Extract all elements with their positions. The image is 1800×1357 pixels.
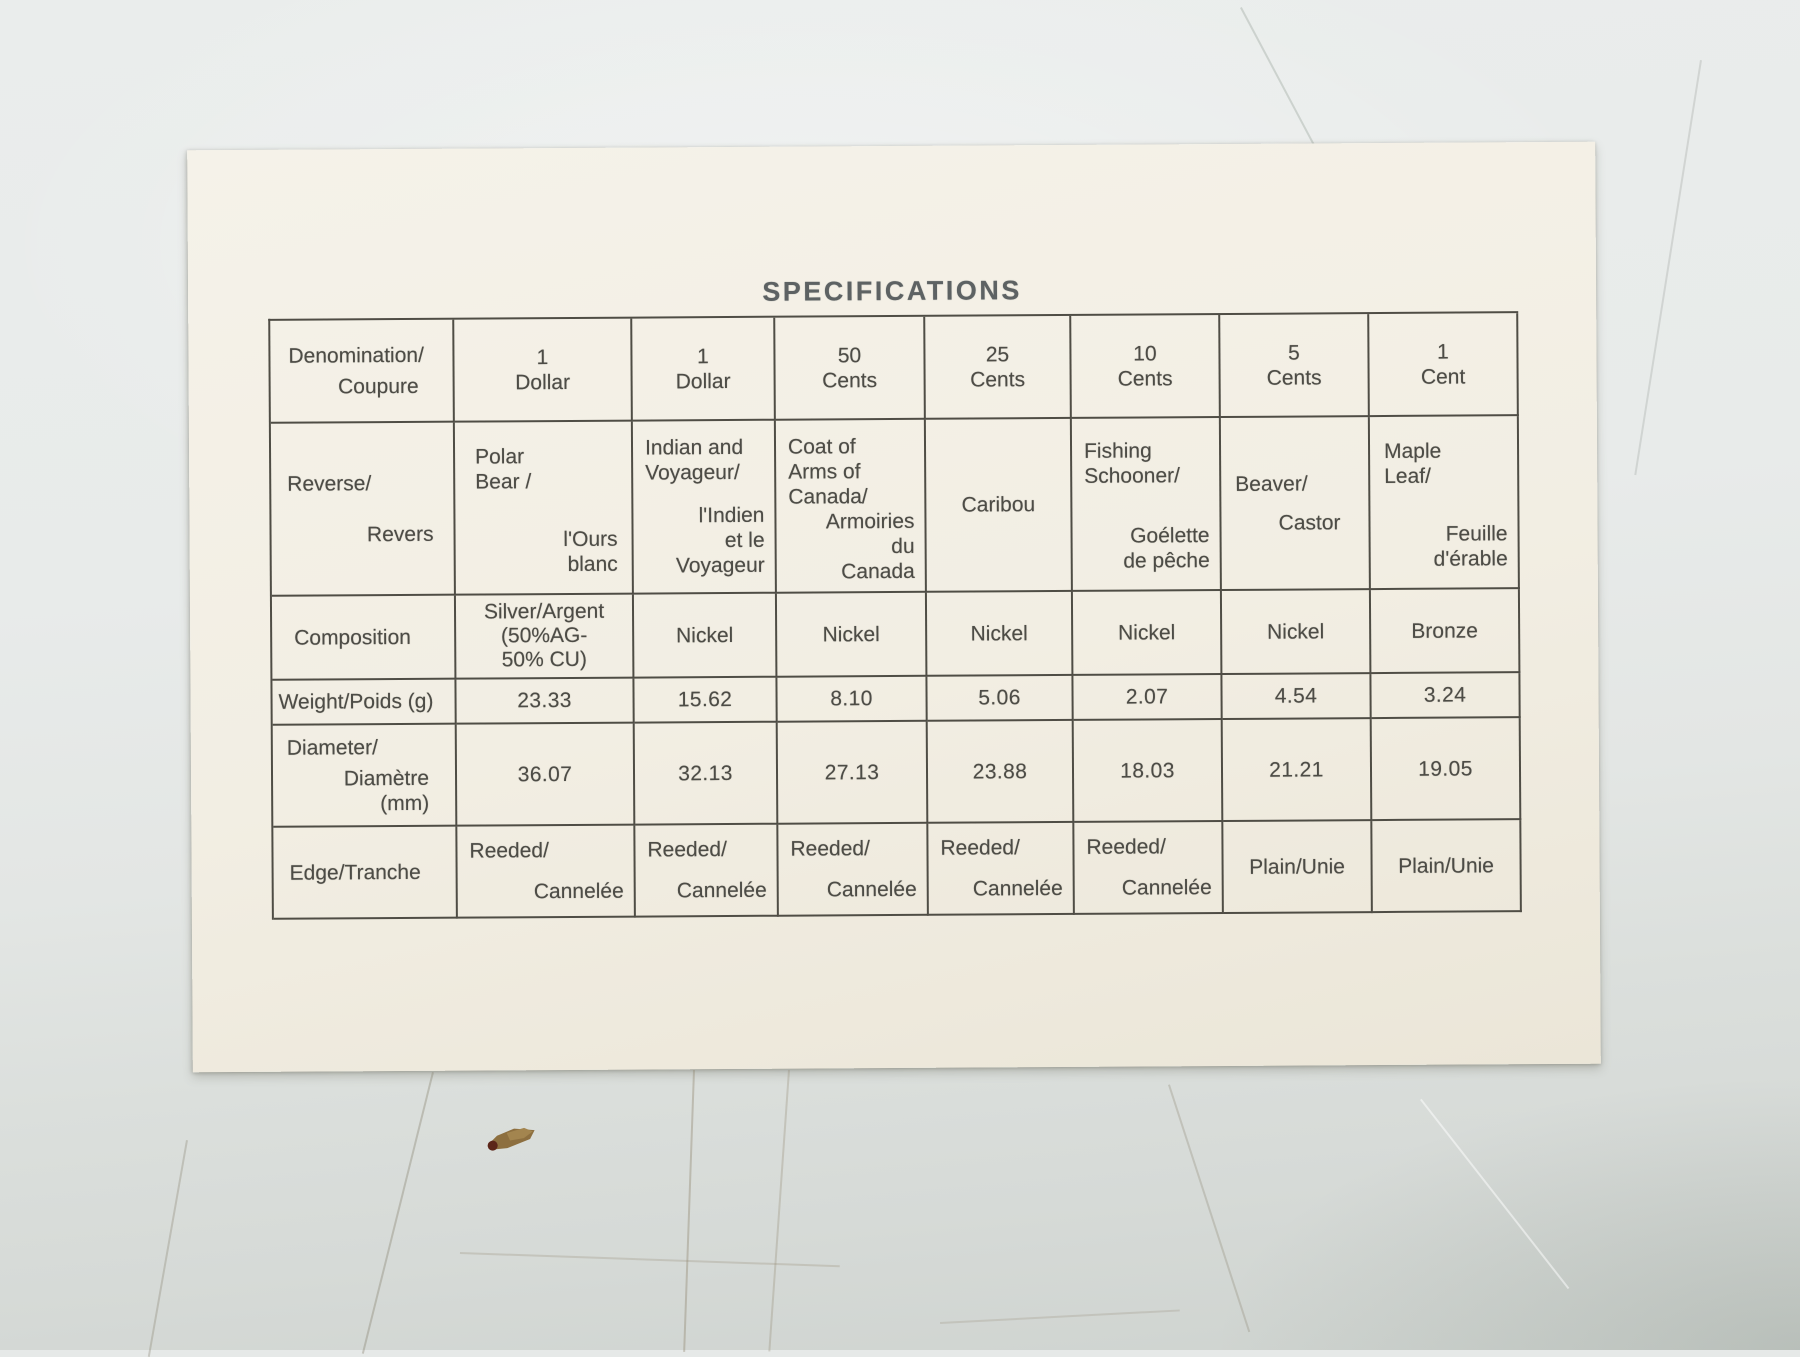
- reverse-en: Maple Leaf/: [1383, 439, 1442, 489]
- label-reverse-en: Reverse/: [287, 471, 372, 496]
- cell-edge-reeded: Reeded/ Cannelée: [928, 822, 1075, 916]
- scratch-mark: [147, 1140, 188, 1357]
- cell-edge-reeded: Reeded/ Cannelée: [1074, 821, 1224, 915]
- cell-reverse-caribou: Caribou: [925, 418, 1073, 593]
- reverse-fr: Feuille d'érable: [1433, 522, 1508, 571]
- cell-composition-nickel: Nickel: [1221, 590, 1372, 675]
- cell-weight-value: 3.24: [1371, 673, 1521, 720]
- reverse-fr: l'Ours blanc: [563, 527, 618, 576]
- label-denomination-fr: Coupure: [338, 374, 419, 398]
- reverse-en: Coat of Arms of Canada/: [787, 435, 868, 509]
- cell-edge-reeded: Reeded/ Cannelée: [778, 823, 929, 917]
- cell-edge-label: Edge/Tranche: [273, 826, 458, 920]
- cell-weight-value: 8.10: [777, 676, 928, 723]
- cell-weight-value: 5.06: [927, 675, 1074, 722]
- reverse-en: Fishing Schooner/: [1083, 439, 1181, 488]
- cell-weight-value: 15.62: [634, 677, 778, 724]
- scratch-mark: [1634, 60, 1702, 476]
- reverse-fr: Goélette de pêche: [1123, 524, 1210, 573]
- edge-en: Reeded/: [469, 839, 549, 863]
- cell-composition-silver: Silver/Argent (50%AG- 50% CU): [455, 594, 635, 680]
- scratch-mark: [1168, 1084, 1251, 1333]
- reverse-en: Polar Bear /: [475, 445, 532, 494]
- cell-composition-nickel: Nickel: [776, 592, 928, 678]
- edge-en: Reeded/: [790, 837, 870, 861]
- cell-weight-label: Weight/Poids (g): [272, 679, 457, 726]
- cell-composition-nickel: Nickel: [633, 593, 778, 679]
- cell-diameter-value: 32.13: [634, 722, 779, 826]
- edge-fr: Cannelée: [972, 876, 1063, 901]
- cell-diameter-value: 23.88: [927, 720, 1075, 824]
- label-diameter-fr: Diamètre (mm): [343, 766, 430, 815]
- cell-composition-bronze: Bronze: [1370, 589, 1521, 675]
- label-weight: Weight/Poids (g): [278, 689, 434, 714]
- cell-diameter-value: 21.21: [1222, 719, 1373, 822]
- cell-reverse-polar-bear: Polar Bear / l'Ours blanc: [454, 421, 634, 596]
- edge-en: Reeded/: [647, 838, 727, 862]
- reverse-en: Beaver/: [1235, 471, 1308, 496]
- edge-fr: Cannelée: [826, 877, 917, 902]
- cell-composition-nickel: Nickel: [1072, 590, 1223, 676]
- spec-table: Denomination/ Coupure 1 Dollar 1 Dollar …: [268, 311, 1522, 920]
- cell-weight-value: 23.33: [456, 678, 635, 725]
- cell-composition-nickel: Nickel: [926, 591, 1074, 677]
- edge-fr: Cannelée: [1121, 876, 1212, 900]
- cell-diameter-value: 36.07: [456, 723, 636, 827]
- cell-reverse-voyageur: Indian and Voyageur/ l'Indien et le Voya…: [632, 420, 777, 595]
- specification-card: SPECIFICATIONS Denomination/ Coupure 1 D…: [187, 141, 1601, 1073]
- header-cell-1-dollar: 1 Dollar: [454, 318, 633, 423]
- cell-diameter-value: 27.13: [777, 721, 929, 825]
- scratch-mark: [1420, 1098, 1570, 1290]
- header-cell-10-cents: 10 Cents: [1071, 315, 1221, 419]
- edge-fr: Cannelée: [676, 878, 767, 903]
- cell-diameter-value: 18.03: [1073, 719, 1224, 823]
- label-denomination-en: Denomination/: [288, 343, 424, 368]
- header-cell-1-dollar-2: 1 Dollar: [632, 317, 776, 422]
- cell-diameter-value: 19.05: [1371, 718, 1522, 822]
- cell-reverse-coat-of-arms: Coat of Arms of Canada/ Armoiries du Can…: [775, 419, 927, 594]
- scratch-mark: [683, 1070, 695, 1352]
- cell-weight-value: 2.07: [1073, 674, 1223, 721]
- reverse-fr: l'Indien et le Voyageur: [675, 503, 765, 578]
- cell-weight-value: 4.54: [1222, 674, 1372, 720]
- label-edge: Edge/Tranche: [289, 860, 421, 885]
- page-title: SPECIFICATIONS: [762, 275, 1022, 307]
- cell-edge-reeded: Reeded/ Cannelée: [457, 825, 636, 919]
- cell-diameter-label: Diameter/ Diamètre (mm): [272, 724, 458, 828]
- cell-reverse-label: Reverse/ Revers: [270, 422, 456, 597]
- edge-en: Reeded/: [940, 836, 1020, 860]
- reverse-fr: Armoiries du Canada: [825, 509, 915, 584]
- reverse-fr: Castor: [1278, 510, 1341, 535]
- header-cell-50-cents: 50 Cents: [775, 316, 926, 421]
- label-composition: Composition: [294, 625, 411, 650]
- header-cell-1-cent: 1 Cent: [1369, 313, 1519, 418]
- header-cell-25-cents: 25 Cents: [925, 315, 1072, 420]
- scratch-mark: [768, 1070, 790, 1352]
- scratch-mark: [940, 1309, 1180, 1324]
- header-cell-5-cents: 5 Cents: [1220, 314, 1370, 418]
- cell-reverse-maple-leaf: Maple Leaf/ Feuille d'érable: [1369, 416, 1520, 591]
- edge-fr: Cannelée: [533, 879, 624, 904]
- label-reverse-fr: Revers: [366, 522, 434, 546]
- cell-reverse-beaver: Beaver/ Castor: [1220, 417, 1371, 591]
- reverse-en: Indian and Voyageur/: [644, 435, 744, 485]
- scratch-mark: [459, 1252, 840, 1268]
- cell-composition-label: Composition: [271, 595, 457, 681]
- cell-reverse-schooner: Fishing Schooner/ Goélette de pêche: [1071, 417, 1222, 592]
- cell-denomination-label: Denomination/ Coupure: [270, 319, 455, 424]
- cell-edge-plain: Plain/Unie: [1372, 820, 1522, 914]
- debris-speck: [487, 1127, 535, 1151]
- cell-edge-reeded: Reeded/ Cannelée: [635, 824, 779, 918]
- label-diameter-en: Diameter/: [286, 735, 378, 760]
- edge-en: Reeded/: [1086, 835, 1166, 859]
- cell-edge-plain: Plain/Unie: [1223, 821, 1373, 914]
- scratch-mark: [361, 1072, 434, 1354]
